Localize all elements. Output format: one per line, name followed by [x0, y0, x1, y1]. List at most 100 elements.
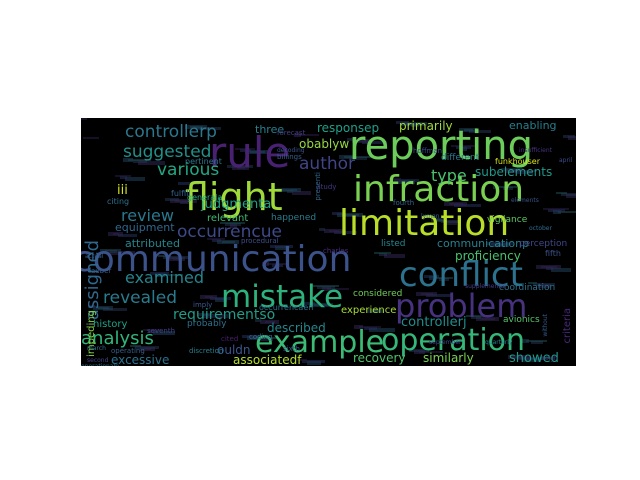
background-filler-mark [469, 130, 491, 133]
background-filler-mark [521, 339, 529, 343]
word-excessive: excessive [111, 353, 170, 366]
word-iii: iii [117, 183, 128, 198]
background-filler-mark [148, 330, 157, 333]
background-filler-mark [498, 186, 517, 188]
word-infraction: infraction [353, 169, 525, 210]
background-filler-mark [511, 170, 537, 172]
background-filler-mark [81, 118, 87, 120]
word-second: second [87, 357, 109, 364]
background-filler-mark [110, 251, 135, 255]
word-equipment: equipment [115, 221, 175, 234]
background-filler-mark [158, 255, 171, 257]
background-filler-mark [506, 169, 519, 173]
background-filler-mark [563, 135, 575, 138]
background-filler-mark [232, 166, 249, 170]
background-filler-mark [247, 336, 259, 340]
word-avionics: avionics [503, 315, 540, 325]
word-funkhouser: funkhouser [495, 157, 541, 166]
background-filler-mark [170, 199, 197, 203]
word-controllerj: controllerj [401, 315, 467, 330]
word-operationalp: operationalp [81, 364, 119, 367]
background-filler-mark [133, 160, 147, 163]
background-filler-mark [309, 303, 333, 307]
word-lyman: lyman [421, 213, 440, 220]
background-filler-mark [503, 187, 513, 190]
background-filler-mark [227, 165, 253, 168]
background-filler-mark [150, 272, 169, 275]
background-filler-mark [125, 177, 145, 181]
word-generala: generala [187, 193, 223, 202]
background-filler-mark [347, 138, 355, 141]
word-forecast: forecast [277, 129, 306, 137]
background-filler-mark [302, 360, 325, 363]
word-relevant: relevant [207, 213, 249, 224]
word-march: march [87, 345, 106, 352]
background-filler-mark [456, 146, 471, 149]
word-procedural: procedural [241, 237, 279, 245]
background-filler-mark [379, 253, 387, 256]
background-filler-mark [551, 268, 571, 272]
word-decoding: decoding [277, 147, 305, 154]
background-filler-mark [566, 194, 576, 198]
background-filler-mark [491, 243, 509, 247]
word-associatedf: associatedf [233, 353, 302, 366]
background-filler-mark [130, 345, 141, 347]
background-filler-mark [163, 256, 189, 259]
word-perception: perception [519, 239, 568, 249]
background-filler-mark [561, 193, 576, 196]
background-filler-mark [185, 125, 207, 129]
background-filler-mark [429, 276, 435, 280]
background-filler-mark [339, 155, 353, 159]
background-filler-mark [349, 157, 367, 160]
word-conflict: conflict [399, 255, 523, 295]
word-rule: rule [209, 128, 291, 177]
background-filler-mark [459, 128, 477, 132]
word-cloud-canvas: reporting rule flight infraction limitation c… [81, 118, 576, 366]
background-filler-mark [384, 254, 405, 258]
background-filler-mark [434, 277, 453, 279]
word-discretion: discretion [189, 347, 224, 355]
word-ouldn: ouldn [217, 343, 251, 357]
word-enabling: enabling [509, 119, 557, 132]
word-different: different [441, 153, 480, 163]
word-occurrencaen: occurrencaen [259, 303, 314, 312]
word-cited: cited [221, 335, 239, 343]
word-history: history [93, 319, 128, 330]
word-happened: happened [271, 213, 317, 223]
word-fifth: fifth [545, 249, 561, 258]
background-filler-mark [260, 320, 279, 324]
word-flight: flight [185, 175, 283, 219]
background-filler-mark [526, 340, 547, 342]
background-filler-mark [317, 286, 335, 289]
word-suggested: suggested [123, 142, 212, 162]
background-filler-mark [155, 273, 165, 277]
word-examined: examined [125, 268, 205, 287]
background-filler-mark [210, 297, 231, 300]
background-filler-mark [195, 127, 221, 130]
word-coding: coding [249, 333, 273, 341]
background-filler-mark [292, 191, 311, 195]
background-filler-mark [334, 231, 357, 234]
background-filler-mark [327, 288, 349, 290]
background-filler-mark [235, 148, 255, 150]
background-filler-mark [220, 222, 245, 224]
background-filler-mark [553, 210, 561, 214]
background-filler-mark [118, 234, 137, 237]
background-filler-mark [153, 331, 175, 335]
background-filler-mark [304, 302, 315, 305]
background-filler-mark [401, 122, 427, 126]
background-filler-mark [178, 182, 199, 185]
background-filler-mark [252, 337, 277, 339]
word-proficiency: proficiency [455, 249, 521, 263]
background-filler-mark [324, 229, 343, 233]
word-recovery: recovery [353, 351, 406, 365]
background-filler-mark [245, 150, 269, 154]
word-controllerp: controllerp [125, 122, 217, 142]
background-filler-mark [230, 224, 237, 228]
background-filler-mark [439, 278, 449, 281]
background-filler-mark [556, 192, 567, 194]
background-filler-mark [140, 347, 155, 351]
word-limitation: limitation [339, 203, 510, 244]
background-filler-mark [399, 180, 415, 184]
background-filler-mark [362, 141, 387, 144]
